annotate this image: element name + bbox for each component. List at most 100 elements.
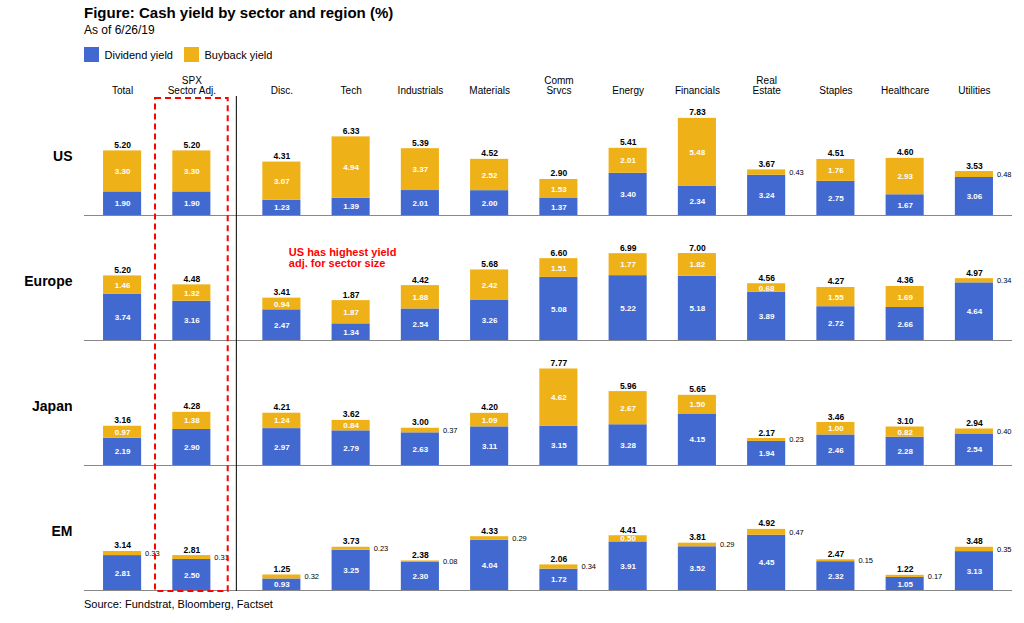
- svg-text:4.15: 4.15: [690, 435, 706, 444]
- svg-text:5.18: 5.18: [690, 304, 706, 313]
- svg-text:4.484.48: 4.484.48: [184, 274, 201, 284]
- svg-text:3.15: 3.15: [551, 441, 567, 450]
- svg-text:2.81: 2.81: [115, 569, 131, 578]
- svg-text:US: US: [53, 148, 72, 164]
- svg-text:2.942.94: 2.942.94: [966, 418, 983, 428]
- svg-text:1.69: 1.69: [897, 293, 913, 302]
- svg-text:3.25: 3.25: [343, 566, 359, 575]
- svg-text:0.47: 0.47: [789, 528, 804, 537]
- svg-text:0.32: 0.32: [304, 572, 319, 581]
- svg-text:0.40: 0.40: [997, 427, 1012, 436]
- svg-text:3.813.81: 3.813.81: [689, 532, 706, 542]
- svg-text:3.13: 3.13: [967, 567, 983, 576]
- svg-text:3.30: 3.30: [184, 167, 200, 176]
- svg-text:Tech: Tech: [341, 85, 362, 96]
- svg-text:1.94: 1.94: [759, 449, 775, 458]
- svg-text:0.15: 0.15: [858, 556, 873, 565]
- svg-text:1.09: 1.09: [482, 416, 498, 425]
- svg-text:2.32: 2.32: [828, 572, 844, 581]
- svg-text:5.965.96: 5.965.96: [620, 381, 637, 391]
- svg-text:7.007: 7.007: [689, 243, 706, 253]
- svg-text:4.564.56: 4.564.56: [758, 273, 775, 283]
- svg-text:2.72: 2.72: [828, 319, 844, 328]
- svg-text:1.34: 1.34: [343, 328, 359, 337]
- svg-text:Japan: Japan: [32, 398, 72, 414]
- svg-text:3.16: 3.16: [184, 316, 200, 325]
- svg-text:1.05: 1.05: [897, 580, 913, 589]
- svg-text:2.19: 2.19: [115, 447, 131, 456]
- svg-text:5.205.2: 5.205.2: [114, 140, 131, 150]
- svg-text:1.67: 1.67: [897, 201, 913, 210]
- svg-text:7.777.77: 7.777.77: [551, 358, 568, 368]
- svg-text:5.205.2: 5.205.2: [114, 265, 131, 275]
- svg-text:5.205.2: 5.205.2: [184, 140, 201, 150]
- svg-text:3.30: 3.30: [115, 167, 131, 176]
- svg-text:2.46: 2.46: [828, 446, 844, 455]
- svg-text:4.214.21: 4.214.21: [274, 402, 291, 412]
- svg-text:3.37: 3.37: [413, 165, 429, 174]
- svg-text:1.76: 1.76: [828, 166, 844, 175]
- svg-text:4.414.41: 4.414.41: [620, 525, 637, 535]
- svg-text:1.88: 1.88: [413, 293, 429, 302]
- svg-text:2.062.06: 2.062.06: [551, 554, 568, 564]
- svg-text:5.415.41: 5.415.41: [620, 137, 637, 147]
- svg-text:1.23: 1.23: [274, 203, 290, 212]
- svg-text:4.62: 4.62: [551, 393, 567, 402]
- svg-text:2.00: 2.00: [482, 199, 498, 208]
- svg-text:4.514.51: 4.514.51: [828, 148, 845, 158]
- svg-text:4.424.42: 4.424.42: [412, 275, 429, 285]
- svg-text:0.37: 0.37: [443, 426, 458, 435]
- svg-text:3.07: 3.07: [274, 177, 290, 186]
- svg-text:0.23: 0.23: [374, 544, 389, 553]
- svg-text:2.52: 2.52: [482, 171, 498, 180]
- svg-text:5.08: 5.08: [551, 305, 567, 314]
- svg-text:CommSrvcs: CommSrvcs: [544, 75, 573, 96]
- svg-text:4.334.33: 4.334.33: [481, 526, 498, 536]
- svg-text:4.274.27: 4.274.27: [828, 276, 845, 286]
- svg-text:6.336.33: 6.336.33: [343, 126, 360, 136]
- svg-text:1.24: 1.24: [274, 416, 290, 425]
- svg-text:1.00: 1.00: [828, 424, 844, 433]
- svg-text:7.837.83: 7.837.83: [689, 107, 706, 117]
- svg-text:3.11: 3.11: [482, 442, 498, 451]
- svg-text:SPXSector Adj.: SPXSector Adj.: [168, 75, 216, 96]
- svg-text:4.924.92: 4.924.92: [758, 518, 775, 528]
- svg-text:3.52: 3.52: [690, 564, 706, 573]
- svg-text:2.812.81: 2.812.81: [184, 545, 201, 555]
- svg-text:4.64: 4.64: [967, 307, 983, 316]
- svg-text:1.90: 1.90: [184, 199, 200, 208]
- svg-text:4.204.2: 4.204.2: [481, 402, 498, 412]
- svg-text:3.26: 3.26: [482, 316, 498, 325]
- svg-text:1.251.25: 1.251.25: [274, 564, 291, 574]
- svg-text:Utilities: Utilities: [958, 85, 990, 96]
- svg-text:0.97: 0.97: [115, 428, 131, 437]
- svg-text:2.28: 2.28: [897, 447, 913, 456]
- svg-text:1.53: 1.53: [551, 185, 567, 194]
- svg-text:4.284.28: 4.284.28: [184, 401, 201, 411]
- svg-text:1.37: 1.37: [551, 203, 567, 212]
- svg-text:3.24: 3.24: [759, 191, 775, 200]
- svg-text:5.395.39: 5.395.39: [412, 138, 429, 148]
- svg-text:3.413.41: 3.413.41: [274, 287, 291, 297]
- svg-text:2.97: 2.97: [274, 443, 290, 452]
- svg-text:2.902.9: 2.902.9: [551, 168, 568, 178]
- svg-text:2.93: 2.93: [897, 172, 913, 181]
- svg-text:0.82: 0.82: [897, 428, 913, 437]
- svg-text:1.82: 1.82: [690, 260, 706, 269]
- svg-text:4.04: 4.04: [482, 561, 498, 570]
- svg-text:3.74: 3.74: [115, 313, 131, 322]
- svg-text:1.46: 1.46: [115, 281, 131, 290]
- svg-text:0.94: 0.94: [274, 300, 290, 309]
- svg-text:3.143.14: 3.143.14: [114, 540, 131, 550]
- svg-text:EM: EM: [52, 523, 73, 539]
- svg-text:3.89: 3.89: [759, 312, 775, 321]
- svg-text:2.90: 2.90: [184, 443, 200, 452]
- svg-text:3.463.46: 3.463.46: [828, 412, 845, 422]
- svg-text:0.29: 0.29: [720, 540, 735, 549]
- svg-text:5.685.68: 5.685.68: [481, 259, 498, 269]
- svg-text:1.72: 1.72: [551, 575, 567, 584]
- svg-text:3.623.62: 3.623.62: [343, 409, 360, 419]
- svg-text:1.39: 1.39: [343, 202, 359, 211]
- svg-text:4.94: 4.94: [343, 163, 359, 172]
- svg-text:3.40: 3.40: [620, 190, 636, 199]
